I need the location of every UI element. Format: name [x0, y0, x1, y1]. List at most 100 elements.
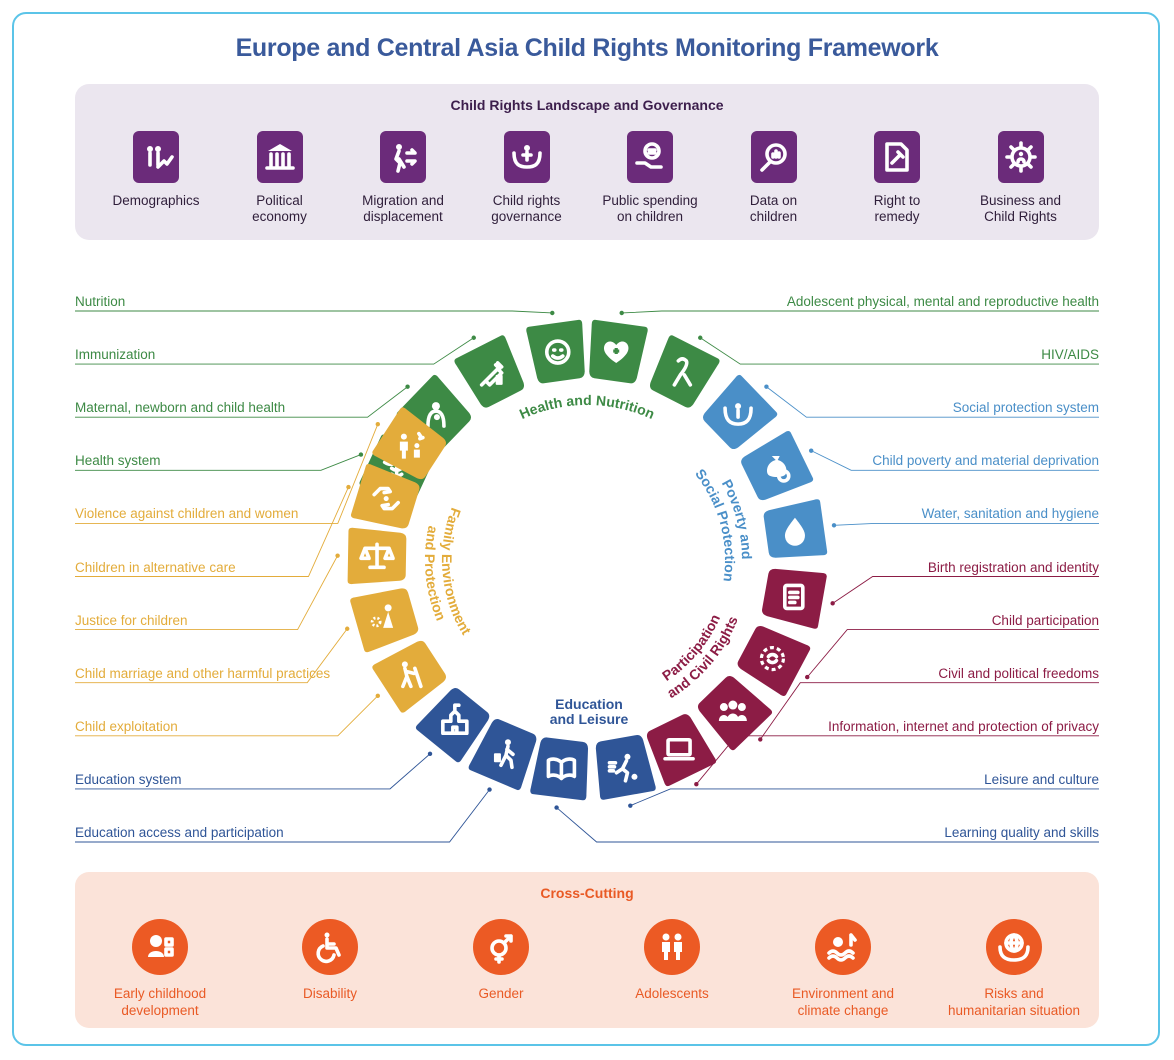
governance-item-label: Public spending on children: [602, 193, 698, 224]
indicator-label: Maternal, newborn and child health: [75, 400, 286, 416]
indicator-label: Child poverty and material deprivation: [872, 453, 1099, 469]
group-label-education: Education: [555, 696, 623, 712]
leader-line: [75, 454, 362, 471]
walking-student-icon: [468, 719, 537, 791]
crosscutting-item: Environment and climate change: [763, 919, 923, 1019]
governance-item: Migration and displacement: [341, 131, 465, 225]
governance-item: Child rights governance: [465, 131, 589, 225]
indicator-label: Child marriage and other harmful practic…: [75, 665, 331, 681]
leader-dot: [764, 384, 769, 389]
leader-line: [75, 386, 408, 418]
leader-line: [75, 789, 490, 843]
leader-line: [806, 629, 1099, 678]
wheelchair-icon: [302, 919, 358, 975]
laptop-icon: [646, 714, 717, 787]
crosscutting-item-label: Early childhood development: [113, 986, 207, 1018]
leader-line: [832, 576, 1099, 604]
indicator-label: Child participation: [991, 612, 1099, 628]
leader-dot: [554, 805, 559, 810]
leader-dot: [335, 553, 340, 558]
governance-panel: Child Rights Landscape and Governance De…: [75, 84, 1099, 240]
two-teens-icon: [644, 919, 700, 975]
hands-care-icon: [350, 463, 420, 529]
governance-item: Data on children: [712, 131, 836, 225]
indicator-label: Birth registration and identity: [927, 559, 1099, 575]
governance-item: Political economy: [218, 131, 342, 225]
crosscutting-item-label: Disability: [302, 986, 357, 1001]
school-building-icon: [415, 687, 490, 763]
indicator-label: Health system: [75, 453, 161, 469]
leader-dot: [405, 384, 410, 389]
leader-line: [833, 522, 1099, 526]
child-worker-icon: [372, 640, 447, 713]
crosscutting-item: Adolescents: [592, 919, 752, 1002]
leader-dot: [471, 335, 476, 340]
indicator-label: Children in alternative care: [75, 559, 236, 575]
leader-dot: [698, 335, 703, 340]
group-label-education: and Leisure: [550, 711, 629, 727]
child-play-icon: [595, 735, 656, 800]
scales-justice-icon: [347, 527, 407, 585]
leader-dot: [694, 781, 699, 787]
leader-line: [759, 682, 1099, 740]
people-group-icon: [697, 675, 773, 751]
crosscutting-item-label: Gender: [478, 986, 524, 1001]
leader-dot: [345, 626, 350, 631]
governance-item-label: Right to remedy: [873, 193, 921, 224]
governance-item: Right to remedy: [835, 131, 959, 225]
governance-item-label: Child rights governance: [491, 193, 562, 224]
leader-dot: [830, 601, 835, 606]
gender-symbol-icon: [473, 919, 529, 975]
indicator-label: HIV/AIDS: [1041, 347, 1099, 363]
indicator-label: Immunization: [75, 347, 156, 363]
gavel-document-icon: [874, 131, 920, 183]
cycle-arrows-icon: [737, 626, 811, 697]
leader-dot: [805, 674, 810, 680]
crosscutting-item-label: Environment and climate change: [791, 986, 895, 1018]
syringe-icon: [454, 335, 525, 408]
governance-item-label: Demographics: [112, 193, 200, 208]
leader-line: [75, 423, 379, 524]
heart-plus-icon: [589, 319, 648, 384]
water-drop-icon: [763, 499, 828, 558]
clipboard-icon: [762, 568, 827, 629]
baby-face-icon: [526, 319, 585, 384]
crosscutting-item: Gender: [421, 919, 581, 1002]
sun-waves-icon: [815, 919, 871, 975]
gear-person-icon: [997, 131, 1044, 183]
leader-dot: [375, 421, 381, 427]
violence-child-icon: [372, 407, 447, 480]
indicator-label: Information, internet and protection of …: [828, 718, 1099, 734]
leader-line: [766, 386, 1099, 418]
family-growth-icon: [133, 131, 179, 183]
leader-line: [621, 310, 1099, 314]
governance-title: Child Rights Landscape and Governance: [450, 97, 724, 113]
indicator-label: Justice for children: [75, 612, 188, 628]
leader-dot: [346, 484, 351, 490]
indicator-label: Civil and political freedoms: [938, 665, 1099, 681]
girl-ring-icon: [350, 588, 419, 653]
governance-item: Demographics: [94, 131, 218, 209]
leader-dot: [427, 751, 433, 757]
magnifier-chart-icon: [750, 131, 797, 183]
leader-dot: [375, 693, 381, 699]
leader-line: [75, 310, 553, 314]
leader-dot: [358, 452, 364, 457]
hands-protect-icon: [702, 374, 778, 450]
page-title: Europe and Central Asia Child Rights Mon…: [235, 34, 939, 62]
leader-line: [630, 788, 1099, 807]
crosscutting-item-label: Adolescents: [635, 986, 709, 1001]
crosscutting-item: Disability: [250, 919, 410, 1002]
indicator-label: Education access and participation: [75, 825, 284, 840]
migration-arrows-icon: [380, 131, 426, 183]
indicator-label: Learning quality and skills: [944, 825, 1099, 840]
leader-line: [75, 486, 349, 577]
leader-dot: [831, 523, 837, 528]
outer-frame: [12, 12, 1160, 1046]
leader-line: [75, 753, 431, 790]
leader-dot: [487, 787, 492, 792]
indicator-label: Education system: [75, 771, 182, 787]
hands-globe-icon: [986, 919, 1042, 975]
governance-item: Public spending on children: [588, 131, 712, 225]
